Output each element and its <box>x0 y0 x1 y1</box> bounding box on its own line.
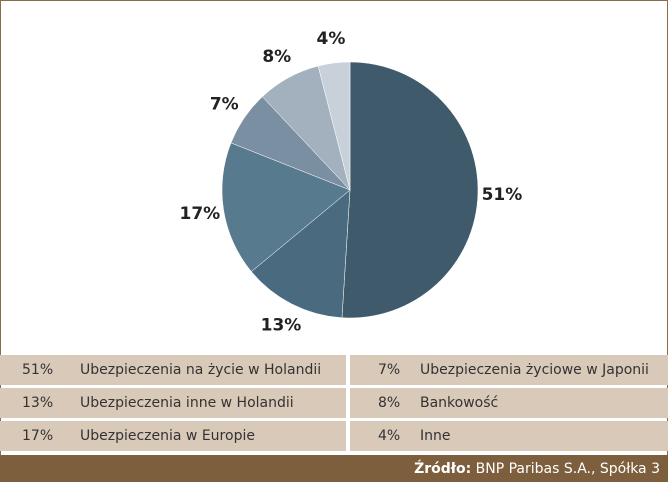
legend-row-left <box>0 388 346 418</box>
legend-row-right <box>350 388 668 418</box>
legend-percent: 4% <box>378 428 400 444</box>
source-label: Źródło: <box>414 459 471 477</box>
data-label: 13% <box>261 315 302 335</box>
pie-slice <box>341 61 479 319</box>
pie-slice <box>317 61 351 191</box>
data-label: 8% <box>262 47 291 67</box>
legend-row-right <box>350 421 668 451</box>
pie-slice <box>221 142 351 272</box>
footer-bar <box>0 455 668 482</box>
legend-label: Ubezpieczenia inne w Holandii <box>80 395 294 411</box>
legend-row-left <box>0 421 346 451</box>
data-label: 4% <box>317 29 346 49</box>
data-label: 17% <box>180 204 221 224</box>
legend-label: Ubezpieczenia na życie w Holandii <box>80 362 321 378</box>
source-text: BNP Paribas S.A., Spółka 3 <box>476 461 660 477</box>
legend-percent: 7% <box>378 362 400 378</box>
legend-row-right <box>350 355 668 385</box>
legend-percent: 8% <box>378 395 400 411</box>
legend-row-left <box>0 355 346 385</box>
pie-slice <box>251 189 351 319</box>
source: Źródło: BNP Paribas S.A., Spółka 3 <box>414 459 660 477</box>
legend-label: Bankowość <box>420 395 498 411</box>
legend-label: Ubezpieczenia życiowe w Japonii <box>420 362 649 378</box>
legend-label: Inne <box>420 428 451 444</box>
data-label: 51% <box>482 185 523 205</box>
legend-percent: 51% <box>22 362 53 378</box>
legend-percent: 13% <box>22 395 53 411</box>
legend-percent: 17% <box>22 428 53 444</box>
legend-label: Ubezpieczenia w Europie <box>80 428 255 444</box>
data-label: 7% <box>210 95 239 115</box>
